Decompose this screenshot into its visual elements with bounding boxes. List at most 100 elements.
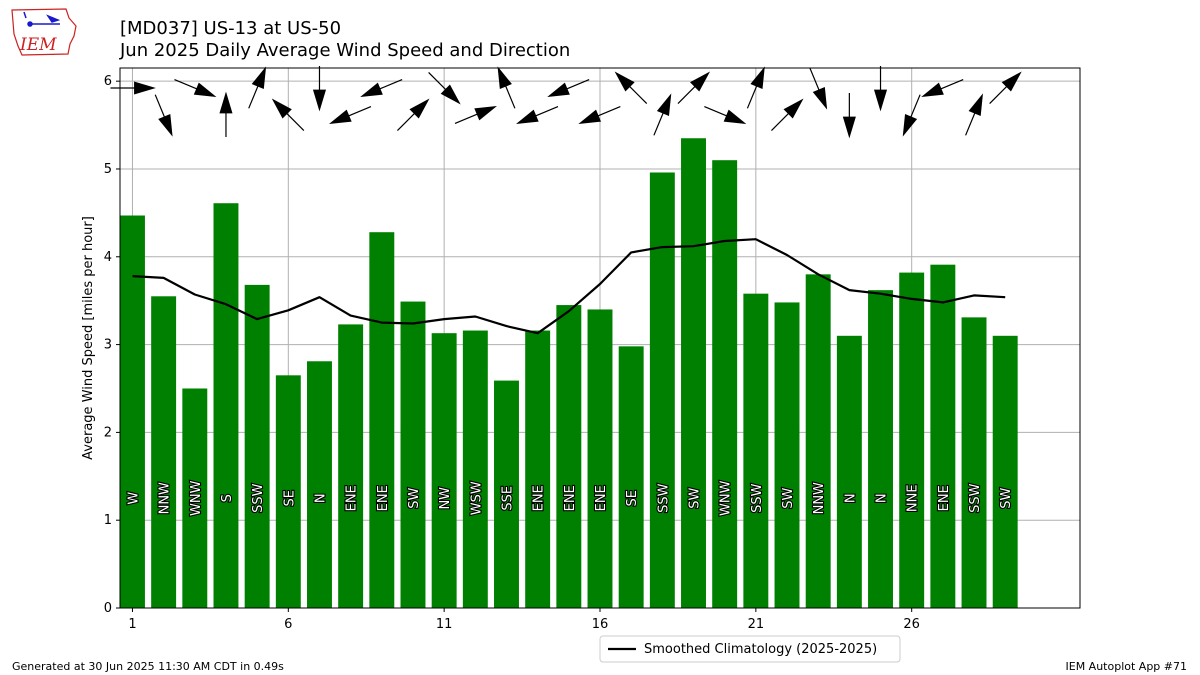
bar [462,330,488,608]
wind-arrow-head [516,109,539,124]
wind-arrow-icon [989,71,1022,104]
x-tick-label: 6 [284,617,292,632]
direction-label: NNW [158,482,173,514]
y-tick-label: 1 [104,513,112,528]
wind-arrow-head [690,71,711,92]
direction-labels: W NNW WNW S SSW SE N ENE ENE SW NW WSW SSE ENE ENE ENE S… [125,479,1015,517]
wind-arrow-head [497,66,512,90]
direction-label: SSE [500,486,515,511]
wind-arrow-head [360,82,383,97]
legend-label: Smoothed Climatology (2025-2025) [644,642,877,657]
wind-arrow-head [329,109,352,124]
direction-label: SE [282,490,297,506]
direction-label: NW [438,487,453,510]
bar [182,388,208,608]
wind-arrow-shaft [454,113,478,124]
wind-arrow-head [873,89,888,112]
direction-label: ENE [532,485,547,511]
wind-arrow-head [812,86,828,110]
wind-arrow-icon [965,93,983,136]
bar [992,335,1018,608]
wind-arrow-head [193,82,217,97]
direction-label: SSW [251,483,266,513]
climatology-line-series [132,238,1006,335]
bar [930,264,956,608]
wind-arrow-shaft [965,112,976,136]
weather-station-icon [23,11,61,27]
wind-arrow-shaft [174,79,197,90]
wind-arrow-shaft [379,79,403,90]
wind-arrow-shaft [653,112,664,136]
wind-arrow-icon [516,106,559,124]
wind-arrow-icon [653,93,672,136]
bar [213,203,239,608]
bar [556,305,582,608]
bar [836,335,862,608]
bar [743,293,769,608]
legend: Smoothed Climatology (2025-2025) [599,635,901,663]
wind-arrow-head [656,93,672,117]
bar [400,301,426,608]
wind-arrow-head [547,82,570,97]
wind-arrow-head [271,98,292,119]
bar [774,302,800,608]
wind-arrow-head [474,106,497,121]
wind-arrow-shaft [677,86,696,104]
wind-arrow-icon [312,66,327,112]
y-tick-label: 4 [104,250,112,265]
legend-box [599,635,901,663]
wind-arrow-shaft [940,79,964,90]
wind-arrow-icon [329,106,372,124]
wind-arrow-head [1001,71,1022,92]
chart-subtitle: Jun 2025 Daily Average Wind Speed and Di… [120,40,571,61]
wind-arrow-icon [219,91,233,137]
bar [587,309,613,608]
bar [868,290,893,608]
bar [899,272,925,608]
direction-label: ENE [937,485,952,511]
y-axis-label: Average Wind Speed [miles per hour] [81,216,96,460]
bar [431,333,457,608]
y-tick-label: 0 [104,601,112,616]
direction-label: NNE [906,484,921,512]
x-tick-label: 11 [436,617,453,632]
y-tick-label: 2 [104,425,112,440]
wind-arrow-head [783,98,804,119]
wind-arrow-icon [921,79,964,97]
iowa-state-outline-icon [11,8,77,56]
direction-label: W [126,492,141,505]
direction-label: ENE [345,485,360,511]
wind-arrow-head [158,113,173,137]
bar [525,330,551,608]
bar [307,361,332,608]
wind-arrow-icon [174,79,217,97]
direction-label: ENE [563,485,578,511]
x-tick-label: 1 [128,617,136,632]
bar [494,380,519,608]
direction-label: WSW [469,481,484,515]
bar [649,172,675,609]
wind-arrow-icon [454,106,497,124]
direction-label: SW [999,488,1014,509]
y-tick-label: 3 [104,338,112,353]
wind-arrow-shaft [771,113,789,131]
direction-label: SSW [656,483,671,513]
x-tick-label: 26 [903,617,920,632]
wind-arrow-head [219,91,233,114]
wind-arrow-shaft [428,72,446,90]
wind-arrow-icon [428,72,461,105]
wind-arrow-icon [497,66,516,109]
wind-arrow-shaft [704,106,727,117]
y-tick-label: 6 [104,74,112,89]
direction-label: SE [625,490,640,506]
bar-series [120,138,1018,609]
wind-arrow-shaft [597,106,621,117]
wind-arrow-shaft [248,85,259,109]
wind-arrow-icon [771,98,804,131]
wind-arrow-icon [110,81,156,95]
wind-arrow-shaft [286,113,305,131]
footer-generated-text: Generated at 30 Jun 2025 11:30 AM CDT in… [12,660,284,673]
direction-label: SSW [750,483,765,513]
